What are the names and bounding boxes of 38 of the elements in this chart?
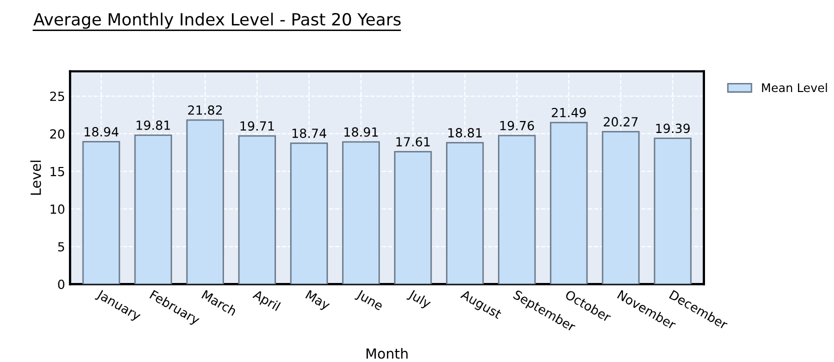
bar	[186, 119, 224, 284]
y-tick-label: 10	[50, 204, 64, 214]
data-label: 19.71	[240, 121, 274, 131]
bar	[134, 134, 172, 284]
bar	[394, 151, 432, 284]
y-axis-title: Level	[30, 160, 42, 195]
chart-title: Average Monthly Index Level - Past 20 Years	[33, 12, 401, 29]
bar	[602, 131, 640, 284]
x-tick-label: May	[304, 290, 331, 312]
data-label: 18.74	[292, 128, 326, 138]
x-tick-label: June	[354, 289, 384, 313]
y-tick-label: 0	[58, 280, 64, 290]
data-label: 18.91	[344, 127, 378, 137]
data-label: 17.61	[396, 137, 430, 147]
bar	[550, 122, 588, 284]
x-tick-label: April	[251, 289, 281, 314]
data-label: 20.27	[604, 117, 638, 127]
bar	[342, 141, 380, 284]
data-label: 21.49	[552, 108, 586, 118]
y-tick-label: 20	[50, 129, 64, 139]
bar	[238, 135, 276, 284]
y-tick-label: 25	[50, 92, 64, 102]
x-tick-label: July	[406, 288, 432, 311]
bar	[498, 134, 536, 284]
x-axis-title: Month	[366, 348, 408, 359]
data-label: 21.82	[188, 105, 222, 115]
legend-label: Mean Level	[762, 83, 827, 92]
bar	[82, 141, 120, 284]
data-label: 19.39	[656, 124, 690, 134]
data-label: 19.76	[500, 120, 534, 130]
data-label: 19.81	[136, 120, 170, 130]
bar	[446, 142, 484, 284]
y-tick-label: 15	[50, 166, 64, 176]
y-tick-label: 5	[58, 242, 64, 252]
data-label: 18.94	[84, 127, 118, 137]
bar	[654, 138, 692, 284]
data-label: 18.81	[448, 128, 482, 138]
bar	[290, 142, 328, 284]
